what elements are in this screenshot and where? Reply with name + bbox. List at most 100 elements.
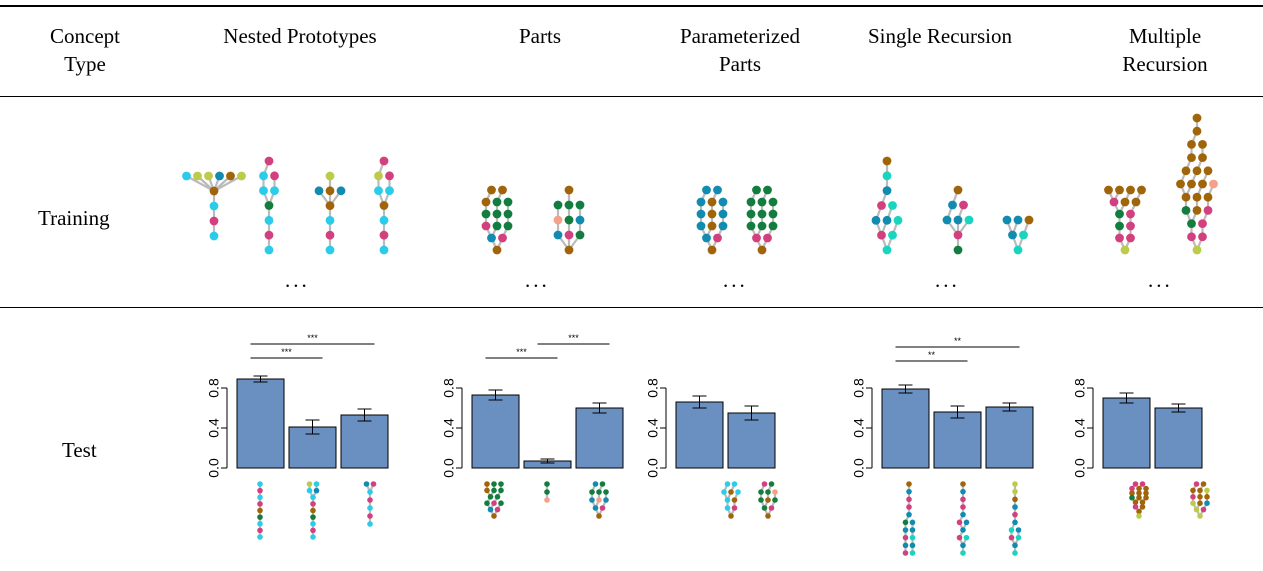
ellipsis-parameterized-parts: ... xyxy=(723,268,748,292)
tree-node xyxy=(259,171,268,181)
tree-node xyxy=(237,171,246,181)
tree-node xyxy=(882,245,892,255)
tree-node xyxy=(1143,494,1149,501)
tree-node xyxy=(1187,219,1196,229)
tree-node xyxy=(264,201,274,210)
tree-node xyxy=(763,185,772,195)
tree-node xyxy=(599,481,606,487)
tree-node xyxy=(757,221,767,231)
tree-node xyxy=(1197,513,1203,519)
tree-node xyxy=(960,481,966,487)
tree-node xyxy=(367,497,373,503)
tree-node xyxy=(182,171,191,181)
bar xyxy=(1154,407,1203,469)
tree-node xyxy=(1190,500,1196,507)
tree-node xyxy=(902,527,909,533)
tree-node xyxy=(204,171,213,181)
tree-node xyxy=(325,186,335,196)
column-header-nested-prototypes: Nested Prototypes xyxy=(223,24,377,48)
tree-node xyxy=(1187,153,1196,163)
tree-node xyxy=(1136,485,1142,492)
y-tick-label: 0.0 xyxy=(851,458,867,478)
top-rule xyxy=(0,5,1263,7)
tree-node xyxy=(491,487,497,494)
tree-node xyxy=(481,209,491,219)
tree-node xyxy=(960,488,966,495)
tree-node xyxy=(325,216,335,225)
tree-node xyxy=(1190,487,1196,494)
tree-node xyxy=(1139,481,1146,487)
tree-node xyxy=(942,215,952,225)
tree-node xyxy=(1126,185,1135,195)
tree-node xyxy=(1012,496,1018,503)
row-divider xyxy=(0,307,1263,308)
tree-node xyxy=(306,481,313,487)
tree-node xyxy=(257,534,263,540)
tree-node xyxy=(589,497,595,503)
column-header-parts: Parts xyxy=(519,24,561,48)
header-rule xyxy=(0,96,1263,97)
tree-node xyxy=(1209,179,1218,189)
tree-node xyxy=(721,489,727,495)
tree-node xyxy=(731,481,738,487)
tree-node xyxy=(481,197,491,207)
tree-node xyxy=(385,171,394,181)
tree-node xyxy=(257,487,263,494)
tree-node xyxy=(906,504,912,510)
tree-node xyxy=(336,186,346,196)
tree-node xyxy=(498,185,507,195)
tree-node xyxy=(1192,192,1202,202)
tree-node xyxy=(264,156,274,166)
tree-node xyxy=(1126,221,1135,231)
tree-node xyxy=(1120,197,1130,207)
significance-label: *** xyxy=(281,347,292,357)
tree-node xyxy=(1203,166,1213,176)
tree-node xyxy=(956,519,963,526)
tree-node xyxy=(484,500,490,507)
tree-node xyxy=(713,233,722,243)
tree-node xyxy=(492,197,502,207)
tree-node xyxy=(909,519,916,526)
tree-node xyxy=(484,481,490,487)
tree-node xyxy=(902,550,909,556)
tree-node xyxy=(1139,504,1146,510)
tree-node xyxy=(761,481,768,487)
tree-node xyxy=(882,171,892,181)
tree-node xyxy=(379,215,389,225)
tree-node xyxy=(325,245,335,255)
tree-node xyxy=(259,186,268,196)
tree-node xyxy=(1012,511,1018,518)
tree-node xyxy=(757,209,767,219)
tree-node xyxy=(310,494,316,501)
tree-node xyxy=(564,245,574,255)
tree-node xyxy=(960,550,966,556)
significance-label: *** xyxy=(307,333,318,343)
tree-node xyxy=(1013,215,1023,225)
tree-node xyxy=(1132,481,1139,487)
tree-node xyxy=(765,497,771,503)
tree-node xyxy=(1120,245,1130,255)
tree-node xyxy=(960,496,966,503)
tree-node xyxy=(1143,485,1149,492)
tree-node xyxy=(707,209,717,219)
tree-node xyxy=(310,534,316,540)
tree-node xyxy=(1187,232,1196,242)
tree-node xyxy=(953,215,963,225)
tree-node xyxy=(696,197,706,207)
tree-node xyxy=(718,221,728,231)
tree-node xyxy=(209,216,219,226)
tree-node xyxy=(1136,508,1142,515)
tree-node xyxy=(596,497,602,503)
tree-node xyxy=(367,505,373,511)
tree-node xyxy=(882,186,892,196)
tree-node xyxy=(768,197,778,207)
tree-node xyxy=(325,171,335,181)
tree-node xyxy=(877,230,886,240)
tree-node xyxy=(1129,494,1135,501)
tree-node xyxy=(959,200,968,210)
tree-node xyxy=(1015,534,1022,541)
tree-node xyxy=(1192,206,1202,215)
tree-node xyxy=(1024,215,1034,225)
tree-node xyxy=(765,513,771,519)
tree-node xyxy=(379,201,389,210)
